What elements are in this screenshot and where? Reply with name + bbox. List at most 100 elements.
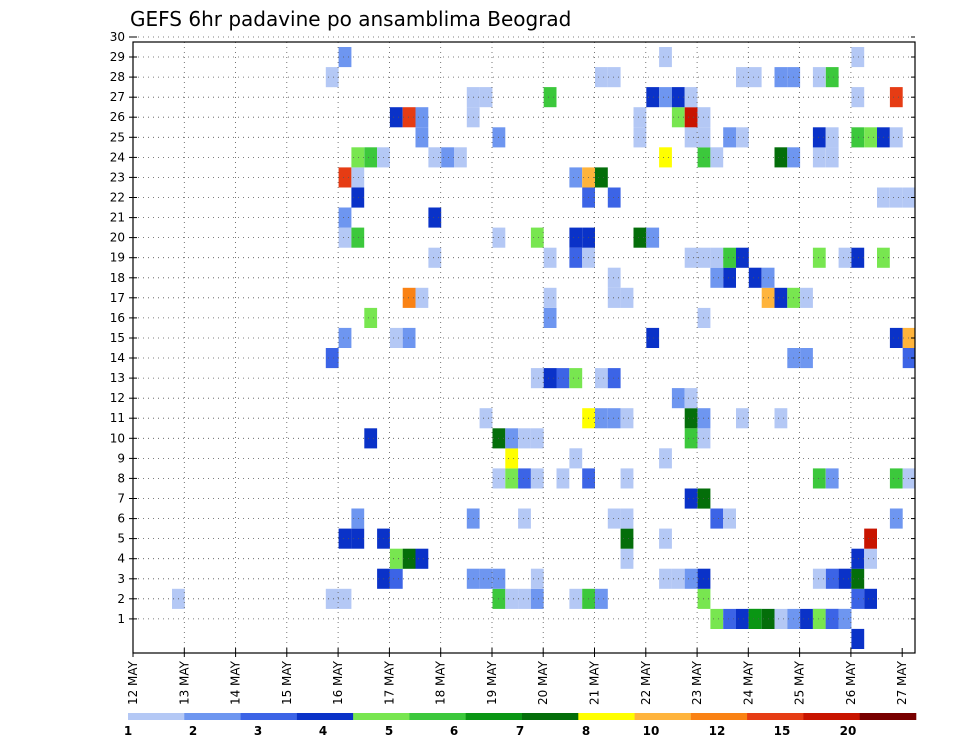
colorbar-swatch [465, 713, 523, 720]
heatmap-cell [659, 47, 672, 68]
x-axis: 12 MAY 13 MAY 14 MAY 15 MAY 16 MAY 17 MAY 18 M… [126, 648, 909, 705]
heatmap-cell [402, 287, 416, 308]
colorbar-swatch [747, 713, 804, 720]
heatmap-cell [659, 528, 672, 549]
heatmap-cell [812, 608, 826, 629]
x-tick-label: 18 MAY [434, 660, 448, 705]
x-tick-label: 13 MAY [177, 660, 191, 705]
heatmap-cell [774, 408, 788, 429]
heatmap-cell [595, 408, 608, 429]
heatmap-cell [889, 468, 903, 489]
y-tick-label: 3 [117, 572, 125, 586]
heatmap-cell [723, 247, 736, 268]
heatmap-cell [902, 348, 916, 369]
heatmap-cell [748, 608, 762, 629]
heatmap-cell [825, 468, 839, 489]
plot-frame [132, 41, 916, 654]
heatmap-cell [736, 247, 749, 268]
heatmap-cell [723, 508, 736, 529]
heatmap-cell [633, 227, 647, 248]
heatmap-cell [748, 267, 762, 288]
heatmap-cell [505, 448, 519, 469]
heatmap-cell [518, 588, 531, 609]
y-tick-label: 24 [110, 150, 125, 164]
heatmap-cell [684, 388, 698, 409]
heatmap-cell [543, 307, 557, 328]
heatmap-cell [518, 468, 531, 489]
heatmap-cell [505, 468, 519, 489]
y-tick-label: 18 [110, 271, 125, 285]
chart-title: GEFS 6hr padavine po ansamblima Beograd [130, 7, 571, 31]
y-tick-label: 25 [110, 130, 125, 144]
colorbar-swatch [522, 713, 579, 720]
heatmap-cell [569, 368, 583, 389]
heatmap-cell [428, 247, 442, 268]
heatmap-cell [479, 87, 493, 108]
colorbar-swatch [803, 713, 860, 720]
cells-layer [172, 47, 916, 649]
heatmap-cell [518, 508, 531, 529]
heatmap-cell [812, 67, 826, 88]
heatmap-cell [441, 147, 454, 168]
heatmap-cell [864, 528, 877, 549]
heatmap-cell [402, 327, 416, 348]
y-tick-label: 8 [117, 471, 125, 485]
x-tick-label: 20 MAY [536, 660, 550, 705]
heatmap-cell [607, 287, 621, 308]
y-tick-label: 9 [117, 451, 125, 465]
colorbar-swatch [353, 713, 410, 720]
heatmap-cell [479, 568, 493, 589]
heatmap-cell [902, 468, 916, 489]
heatmap-cell [659, 448, 672, 469]
heatmap-cell [351, 227, 365, 248]
y-tick-label: 21 [110, 211, 125, 225]
heatmap-cell [428, 207, 442, 228]
heatmap-cell [595, 67, 608, 88]
heatmap-cell [633, 107, 647, 128]
heatmap-cell [543, 287, 557, 308]
colorbar-label: 15 [774, 724, 791, 738]
heatmap-cell [415, 287, 429, 308]
heatmap-cell [620, 508, 634, 529]
heatmap-cell [620, 408, 634, 429]
heatmap-cell [607, 187, 621, 208]
heatmap-cell [530, 568, 544, 589]
heatmap-cell [825, 608, 839, 629]
x-tick-label: 14 MAY [229, 660, 243, 705]
heatmap-cell [838, 247, 852, 268]
heatmap-cell [607, 408, 621, 429]
heatmap-cell [710, 247, 724, 268]
heatmap-cell [569, 167, 583, 188]
heatmap-cell [595, 368, 608, 389]
x-tick-label: 23 MAY [690, 660, 704, 705]
y-tick-label: 28 [110, 70, 125, 84]
heatmap-cell [684, 127, 698, 148]
y-tick-label: 4 [117, 552, 125, 566]
heatmap-cell [864, 588, 877, 609]
heatmap-cell [325, 588, 339, 609]
heatmap-cell [364, 147, 378, 168]
heatmap-cell [800, 608, 813, 629]
y-tick-label: 5 [117, 532, 125, 546]
heatmap-cell [518, 428, 531, 449]
heatmap-cell [812, 568, 826, 589]
heatmap-cell [595, 588, 608, 609]
heatmap-cell [851, 47, 865, 68]
x-tick-label: 27 MAY [895, 660, 909, 705]
heatmap-cell [684, 107, 698, 128]
x-tick-label: 24 MAY [741, 660, 755, 705]
heatmap-cell [620, 468, 634, 489]
heatmap-cell [646, 327, 660, 348]
colorbar: 1 2 3 4 5 6 7 8 10 12 15 20 [124, 713, 917, 738]
heatmap-cell [723, 127, 736, 148]
heatmap-cell [659, 147, 672, 168]
heatmap-cell [800, 287, 813, 308]
heatmap-cell [736, 67, 749, 88]
y-tick-label: 6 [117, 512, 125, 526]
colorbar-swatch [409, 713, 466, 720]
y-tick-label: 13 [110, 371, 125, 385]
heatmap-cell [351, 528, 365, 549]
heatmap-cell [351, 508, 365, 529]
colorbar-label: 8 [582, 724, 590, 738]
heatmap-cell [338, 47, 352, 68]
